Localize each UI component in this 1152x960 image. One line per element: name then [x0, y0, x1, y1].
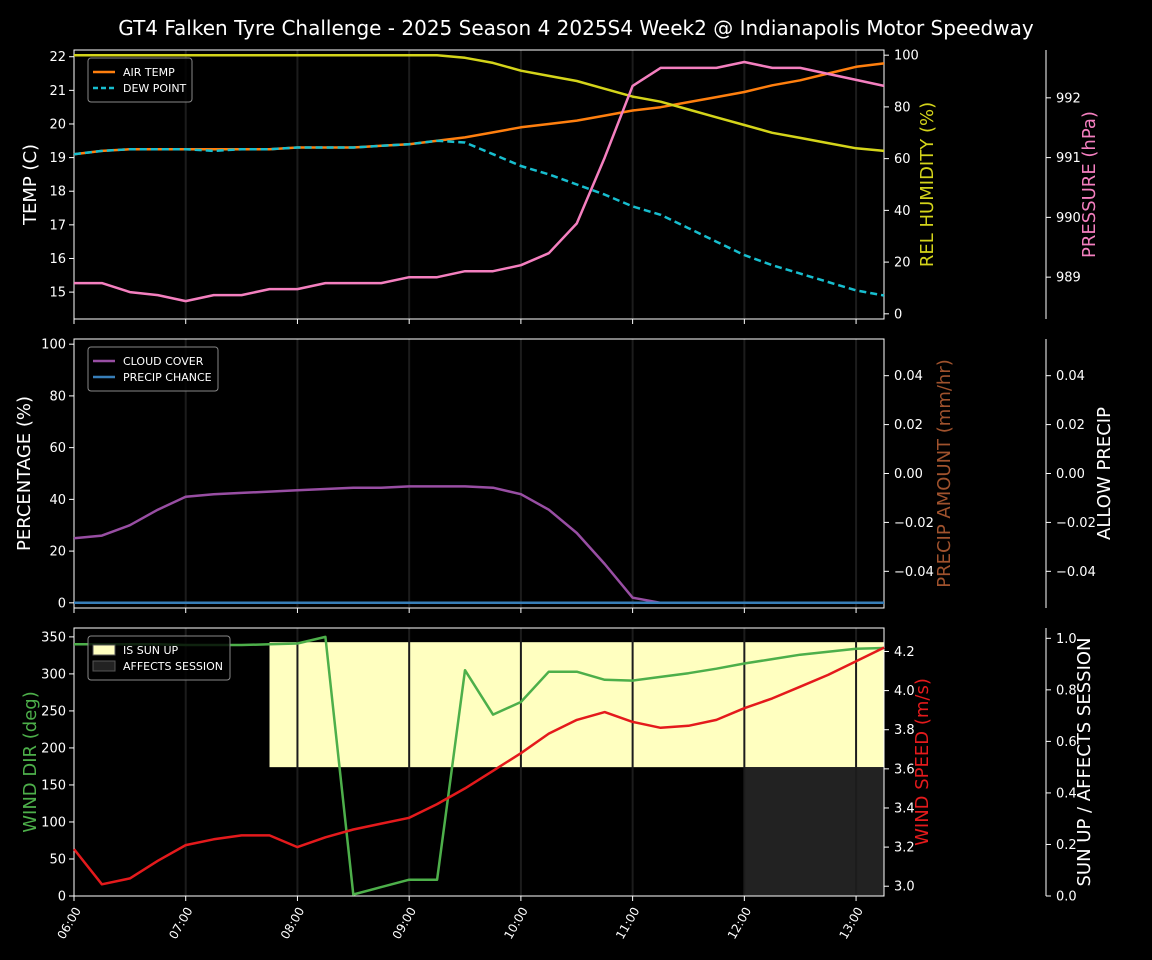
legend-label: AFFECTS SESSION: [123, 660, 223, 673]
y-right-tick-label: 0.00: [894, 467, 923, 482]
y-tick-label: 300: [41, 667, 66, 682]
y-right-axis-label: WIND SPEED (m/s): [912, 678, 933, 846]
far-tick-label: 0.04: [1056, 369, 1085, 384]
legend-swatch: [92, 644, 116, 656]
y-tick-label: 18: [49, 185, 66, 200]
y-tick-label: 19: [49, 151, 66, 166]
far-tick-label: 989: [1056, 271, 1081, 286]
far-tick-label: 1.0: [1056, 632, 1077, 647]
y-tick-label: 15: [49, 286, 66, 301]
series-line-dew-point: [73, 139, 885, 297]
legend: CLOUD COVER PRECIP CHANCE: [87, 346, 219, 392]
y-right-tick-label: 3.4: [894, 801, 915, 816]
far-tick-label: 0.8: [1056, 683, 1077, 698]
legend: AIR TEMP DEW POINT: [87, 57, 193, 103]
y-right-tick-label: 3.6: [894, 762, 915, 777]
far-axis-label: SUN UP / AFFECTS SESSION: [1074, 637, 1095, 886]
y-right-tick-label: 0.04: [894, 369, 923, 384]
legend: IS SUN UP AFFECTS SESSION: [87, 635, 231, 681]
y-tick-label: 21: [49, 84, 66, 99]
y-tick-label: 250: [41, 704, 66, 719]
legend-label: IS SUN UP: [123, 644, 179, 657]
y-axis-label: PERCENTAGE (%): [14, 396, 35, 551]
legend-box: [87, 57, 193, 103]
series-line-wind-speed: [73, 646, 885, 886]
far-axis-label: ALLOW PRECIP: [1094, 407, 1115, 540]
y-tick-label: 0: [58, 596, 66, 611]
legend-label: DEW POINT: [123, 82, 187, 95]
y-right-tick-label: 20: [894, 256, 911, 271]
far-tick-label: −0.02: [1056, 516, 1096, 531]
series-line-air-temp: [73, 62, 885, 156]
y-tick-label: 17: [49, 218, 66, 233]
y-right-tick-label: 0.02: [894, 418, 923, 433]
y-right-tick-label: −0.04: [894, 565, 934, 580]
far-tick-label: 0.4: [1056, 786, 1077, 801]
y-right-axis-label: PRECIP AMOUNT (mm/hr): [934, 359, 955, 588]
y-tick-label: 40: [49, 493, 66, 508]
y-right-axis-label: REL HUMIDITY (%): [917, 102, 938, 267]
y-tick-label: 22: [49, 50, 66, 65]
y-right-tick-label: 4.0: [894, 684, 915, 699]
far-tick-label: 0.6: [1056, 735, 1077, 750]
far-tick-label: 991: [1056, 151, 1081, 166]
y-axis-label: WIND DIR (deg): [20, 691, 41, 833]
plot-frame: [73, 49, 885, 320]
y-right-tick-label: 0: [894, 307, 902, 322]
y-tick-label: 16: [49, 252, 66, 267]
legend-label: AIR TEMP: [123, 66, 175, 79]
series-line-pressure: [74, 60, 885, 303]
far-tick-label: 992: [1056, 91, 1081, 106]
series-line-rel-humidity: [74, 53, 885, 153]
y-tick-label: 20: [49, 545, 66, 560]
far-tick-label: 0.2: [1056, 838, 1077, 853]
y-right-tick-label: 3.0: [894, 880, 915, 895]
panel-temperature: 15 16 17 18 19 20 21 22 0 20 40 60 80 100 989 990 991 992…: [20, 49, 1100, 324]
y-right-tick-label: 60: [894, 152, 911, 167]
y-tick-label: 80: [49, 389, 66, 404]
y-tick-label: 100: [41, 338, 66, 353]
legend-swatch: [92, 660, 116, 672]
band-affects-session: [744, 767, 884, 896]
band-is-sun-up: [269, 642, 885, 768]
y-tick-label: 100: [41, 815, 66, 830]
plot-frame: [73, 627, 885, 897]
y-right-tick-label: 3.2: [894, 841, 915, 856]
y-right-tick-label: 80: [894, 100, 911, 115]
y-tick-label: 0: [58, 890, 66, 905]
far-tick-label: 990: [1056, 211, 1081, 226]
far-tick-label: 0.00: [1056, 467, 1085, 482]
far-tick-label: 0.02: [1056, 418, 1085, 433]
y-right-tick-label: 4.2: [894, 645, 915, 660]
far-tick-label: −0.04: [1056, 565, 1096, 580]
y-tick-label: 350: [41, 630, 66, 645]
panel-precipitation: 0 20 40 60 80 100 −0.04 −0.02 0.00 0.02 0.04 −0.04 −…: [14, 338, 1115, 613]
y-tick-label: 20: [49, 117, 66, 132]
far-axis-label: PRESSURE (hPa): [1079, 111, 1100, 258]
legend-label: CLOUD COVER: [123, 355, 204, 368]
y-tick-label: 150: [41, 778, 66, 793]
y-right-tick-label: 100: [894, 49, 919, 64]
y-right-tick-label: −0.02: [894, 516, 934, 531]
legend-box: [87, 635, 231, 681]
y-right-tick-label: 40: [894, 204, 911, 219]
chart-title: GT4 Falken Tyre Challenge - 2025 Season …: [118, 16, 1034, 40]
y-tick-label: 50: [49, 852, 66, 867]
far-tick-label: 0.0: [1056, 890, 1077, 905]
y-right-tick-label: 3.8: [894, 723, 915, 738]
legend-label: PRECIP CHANCE: [123, 371, 212, 384]
y-tick-label: 200: [41, 741, 66, 756]
y-tick-label: 60: [49, 441, 66, 456]
y-axis-label: TEMP (C): [20, 144, 41, 226]
legend-box: [87, 346, 219, 392]
